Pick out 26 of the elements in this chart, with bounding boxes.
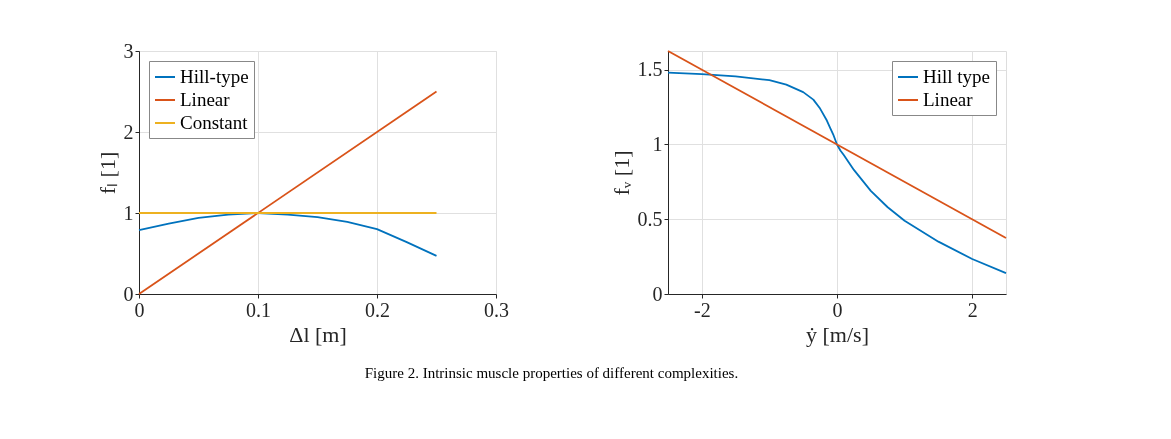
y-tick-label: 0: [123, 282, 134, 305]
legend-label: Constant: [180, 112, 249, 133]
legend-label: Hill-type: [180, 66, 249, 87]
x-axis-title: ẏ [m/s]: [806, 321, 869, 347]
y-tick-label: 1.5: [637, 58, 663, 81]
x-tick-label: 0.3: [484, 298, 509, 321]
y-axis-title: fₗ [1]: [94, 151, 120, 195]
x-tick-label: 2: [967, 298, 978, 321]
x-axis-title: Δl [m]: [289, 321, 347, 347]
x-tick-label: -2: [693, 298, 711, 321]
y-tick-label: 2: [123, 120, 134, 143]
y-tick-label: 1: [652, 132, 663, 155]
x-tick-label: 0.1: [246, 298, 271, 321]
line-series: [667, 71, 1007, 274]
x-tick-label: 0: [832, 298, 843, 321]
caption: Figure 2. Intrinsic muscle properties of different complexities.: [364, 364, 739, 381]
line-series: [138, 212, 438, 257]
x-tick-label: 0.2: [365, 298, 390, 321]
legend-label: Linear: [923, 89, 974, 110]
y-axis-title: fᵥ [1]: [608, 150, 634, 196]
legend-label: Hill type: [923, 66, 991, 87]
y-tick-label: 3: [123, 39, 134, 62]
y-tick-label: 0.5: [637, 207, 663, 230]
legend-label: Linear: [180, 89, 231, 110]
y-tick-label: 1: [123, 201, 134, 224]
y-tick-label: 0: [652, 282, 663, 305]
